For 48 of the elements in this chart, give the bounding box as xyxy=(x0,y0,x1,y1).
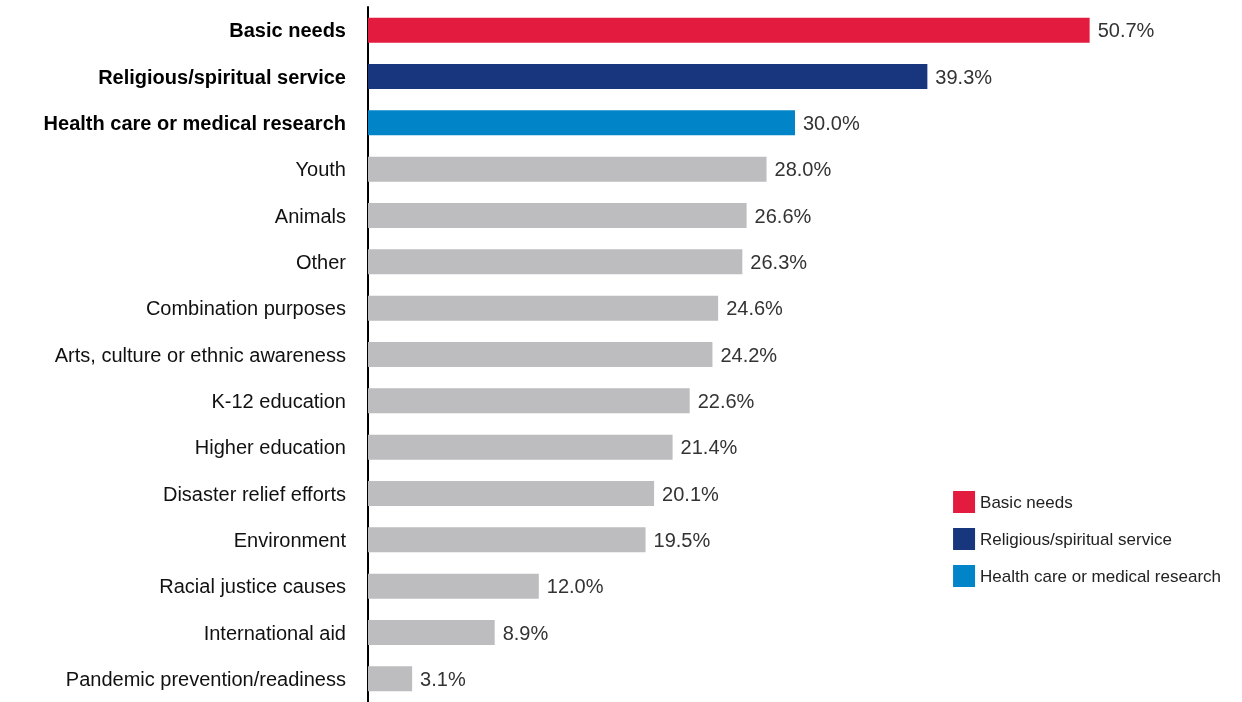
y-tick-label: Arts, culture or ethnic awareness xyxy=(54,343,346,366)
bar xyxy=(368,481,655,506)
bar xyxy=(368,342,713,367)
y-tick-label: Pandemic prevention/readiness xyxy=(65,667,346,690)
bar xyxy=(368,156,767,182)
y-tick-label: Animals xyxy=(274,204,346,227)
y-tick-label: Health care or medical research xyxy=(43,111,346,134)
y-tick-label: Combination purposes xyxy=(145,297,346,320)
bar xyxy=(368,295,719,321)
data-label: 39.3% xyxy=(935,65,993,88)
bar xyxy=(368,573,539,599)
legend-label: Religious/spiritual service xyxy=(980,529,1172,549)
bar xyxy=(368,388,690,414)
y-tick-label: Disaster relief efforts xyxy=(162,482,346,505)
data-label: 24.2% xyxy=(720,343,778,366)
data-label: 19.5% xyxy=(653,528,711,551)
data-label: 20.1% xyxy=(662,482,720,505)
legend-label: Basic needs xyxy=(980,492,1073,512)
data-label: 50.7% xyxy=(1097,19,1155,42)
data-label: 28.0% xyxy=(774,158,832,181)
bar xyxy=(368,620,495,645)
bar xyxy=(368,17,1090,43)
y-tick-label: Youth xyxy=(295,158,346,181)
data-label: 22.6% xyxy=(697,389,755,412)
bar xyxy=(368,527,646,553)
data-label: 8.9% xyxy=(502,621,549,644)
bar xyxy=(368,203,747,228)
y-tick-label: Basic needs xyxy=(229,19,346,42)
data-label: 21.4% xyxy=(680,436,738,459)
legend-label: Health care or medical research xyxy=(980,566,1222,586)
bar xyxy=(368,666,413,692)
data-label: 24.6% xyxy=(726,297,784,320)
y-tick-label: International aid xyxy=(203,621,346,644)
y-tick-label: Environment xyxy=(233,528,347,551)
y-tick-label: Racial justice causes xyxy=(159,575,346,598)
data-label: 26.6% xyxy=(754,204,812,227)
bar xyxy=(368,434,673,460)
data-label: 12.0% xyxy=(546,575,604,598)
data-label: 3.1% xyxy=(420,667,466,690)
y-tick-label: K-12 education xyxy=(211,389,346,412)
data-label: 30.0% xyxy=(803,111,860,134)
bar xyxy=(368,64,928,89)
y-tick-label: Other xyxy=(295,250,347,273)
bar xyxy=(368,110,795,136)
data-label: 26.3% xyxy=(750,250,808,273)
y-tick-label: Higher education xyxy=(194,436,346,459)
bar xyxy=(368,249,743,275)
y-tick-label: Religious/spiritual service xyxy=(98,65,346,88)
